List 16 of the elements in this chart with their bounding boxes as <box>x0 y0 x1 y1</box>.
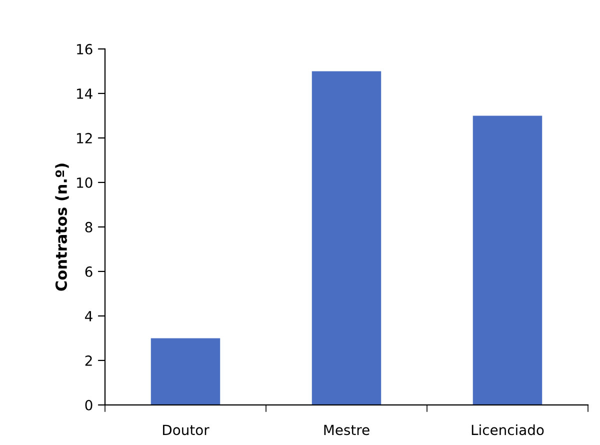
x-tick-label: Licenciado <box>472 424 544 436</box>
bar <box>312 71 382 405</box>
y-tick-label: 0 <box>85 400 92 410</box>
y-tick-label: 2 <box>85 355 92 366</box>
y-tick-label: 4 <box>85 311 92 322</box>
bar <box>150 338 220 405</box>
y-tick-label: 10 <box>77 177 92 188</box>
y-tick-label: 8 <box>85 222 92 232</box>
bar <box>472 116 542 405</box>
x-tick-label: Mestre <box>324 424 370 436</box>
x-tick-label: Doutor <box>163 424 210 436</box>
y-tick-label: 6 <box>85 266 92 277</box>
y-axis-title: Contratos (n.º) <box>55 164 69 291</box>
y-tick-label: 14 <box>77 88 92 99</box>
y-tick-label: 12 <box>77 132 92 144</box>
y-tick-label: 16 <box>77 44 92 54</box>
